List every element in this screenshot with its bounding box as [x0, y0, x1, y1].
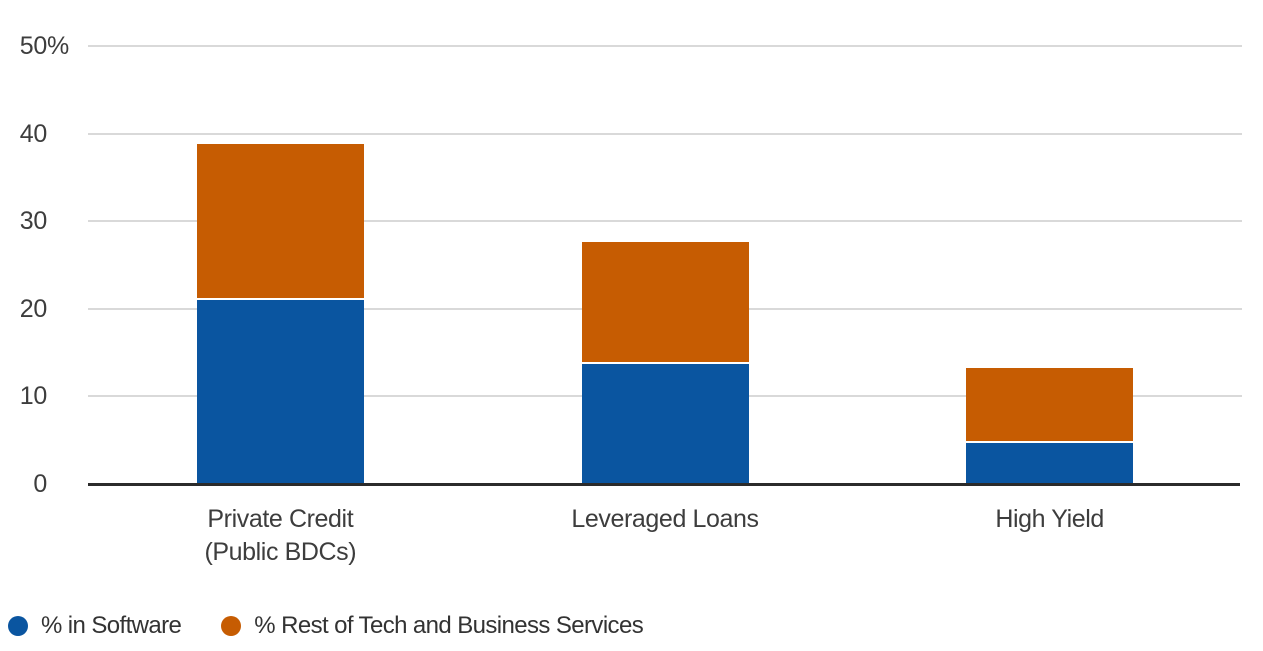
y-tick-label: 20 [18, 294, 48, 324]
y-tick-value: 30 [19, 207, 48, 236]
bar-segment-software [196, 300, 364, 484]
y-tick-value: 40 [19, 119, 48, 148]
legend-label: % in Software [41, 612, 182, 639]
y-tick-value: 20 [19, 294, 48, 323]
legend-color-dot-icon [221, 616, 242, 636]
gridline [88, 132, 1242, 135]
percent-suffix: % [47, 32, 69, 60]
category-label: High Yield [995, 505, 1104, 533]
bar-segment-rest-of-tech [581, 242, 749, 364]
bar-segment-rest-of-tech [196, 144, 364, 301]
y-tick-label: 0 [18, 469, 47, 499]
category-label: Private Credit (Public BDCs) [204, 505, 357, 566]
plot-area [88, 45, 1242, 486]
y-tick-label: 10 [18, 381, 48, 411]
legend: % in Software % Rest of Tech and Business… [8, 612, 644, 640]
y-tick-label: 50% [18, 31, 69, 61]
category-label: Leveraged Loans [571, 505, 759, 533]
legend-item-software: % in Software [8, 612, 182, 640]
bar-segment-rest-of-tech [966, 368, 1134, 443]
y-tick-label: 30 [18, 206, 48, 236]
bar-segment-software [966, 442, 1134, 484]
y-tick-value: 10 [19, 382, 48, 411]
x-axis-baseline [88, 483, 1240, 486]
legend-item-rest-of-tech: % Rest of Tech and Business Services [221, 612, 644, 640]
gridline [88, 45, 1242, 47]
y-tick-value: 50 [19, 32, 48, 60]
bar-segment-software [581, 364, 749, 484]
y-tick-value: 0 [33, 470, 47, 498]
legend-color-dot-icon [8, 616, 28, 636]
y-tick-label: 40 [18, 119, 48, 149]
legend-label: % Rest of Tech and Business Services [254, 612, 644, 639]
gridline [88, 220, 1242, 223]
